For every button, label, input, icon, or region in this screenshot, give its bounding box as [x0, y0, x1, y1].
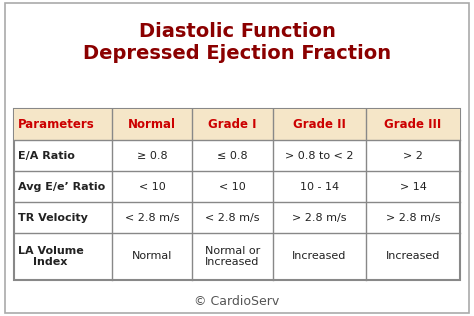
- Text: > 2.8 m/s: > 2.8 m/s: [386, 213, 440, 222]
- Text: TR Velocity: TR Velocity: [18, 213, 88, 222]
- Text: > 14: > 14: [400, 182, 427, 191]
- Text: < 2.8 m/s: < 2.8 m/s: [205, 213, 260, 222]
- Text: Increased: Increased: [292, 252, 346, 261]
- Text: Avg E/e’ Ratio: Avg E/e’ Ratio: [18, 182, 105, 191]
- Text: E/A Ratio: E/A Ratio: [18, 150, 75, 161]
- Text: Grade I: Grade I: [208, 118, 257, 131]
- Text: > 2.8 m/s: > 2.8 m/s: [292, 213, 346, 222]
- Text: > 0.8 to < 2: > 0.8 to < 2: [285, 150, 354, 161]
- Text: Increased: Increased: [386, 252, 440, 261]
- Text: < 10: < 10: [219, 182, 246, 191]
- Text: < 10: < 10: [139, 182, 166, 191]
- Text: LA Volume
Index: LA Volume Index: [18, 246, 83, 267]
- Text: > 2: > 2: [403, 150, 423, 161]
- Text: < 2.8 m/s: < 2.8 m/s: [125, 213, 180, 222]
- Text: Normal: Normal: [128, 118, 176, 131]
- Text: © CardioServ: © CardioServ: [194, 295, 280, 308]
- Text: Grade III: Grade III: [384, 118, 442, 131]
- Text: ≥ 0.8: ≥ 0.8: [137, 150, 168, 161]
- Text: ≤ 0.8: ≤ 0.8: [217, 150, 248, 161]
- Text: Parameters: Parameters: [18, 118, 94, 131]
- Text: Grade II: Grade II: [293, 118, 346, 131]
- Text: Normal: Normal: [132, 252, 173, 261]
- Text: 10 - 14: 10 - 14: [300, 182, 339, 191]
- Text: Normal or
Increased: Normal or Increased: [205, 246, 260, 267]
- Text: Diastolic Function
Depressed Ejection Fraction: Diastolic Function Depressed Ejection Fr…: [83, 22, 391, 63]
